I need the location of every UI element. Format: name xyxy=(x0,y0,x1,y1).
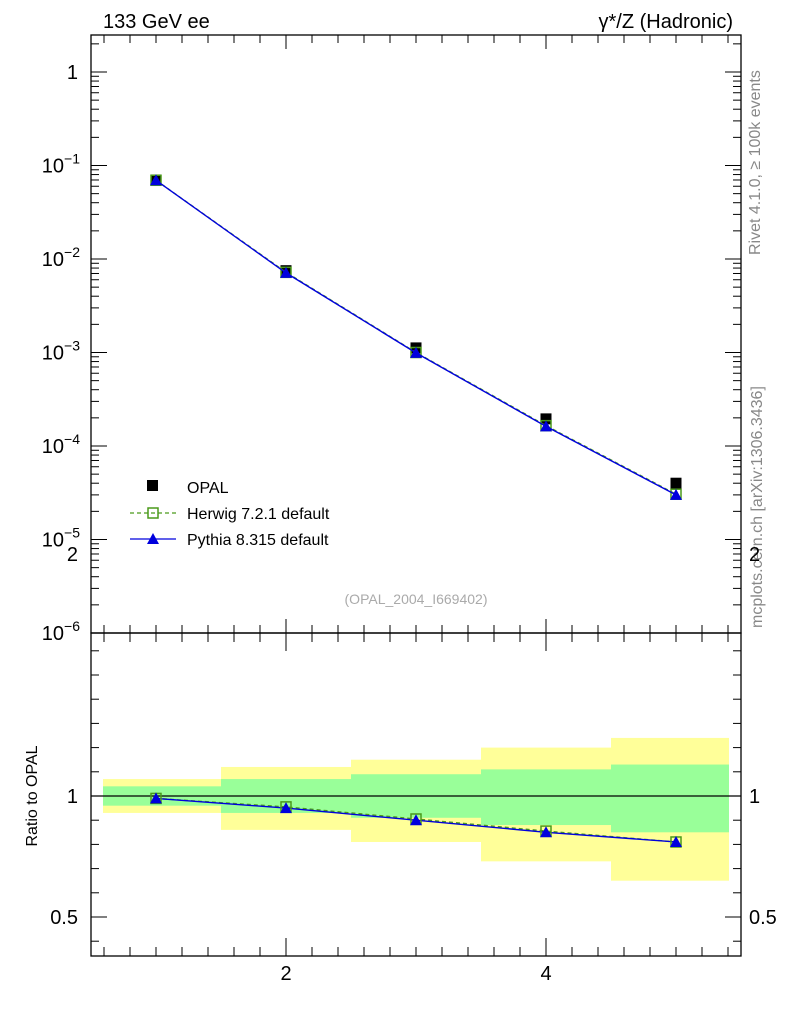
main-y-tick-label: 10−3 xyxy=(42,338,80,365)
legend-marker-opal xyxy=(147,480,158,491)
pythia-mc-point xyxy=(410,346,422,358)
legend: OPAL Herwig 7.2.1 default Pythia 8.315 d… xyxy=(130,480,330,549)
pythia-ratio-point xyxy=(410,814,422,826)
ratio-tick-labels: 0.5 0.5 1 1 2 2 2 4 xyxy=(50,544,777,985)
stat-uncertainty-band xyxy=(481,769,611,826)
pythia-ratio-point xyxy=(280,802,292,814)
pythia-mc-line xyxy=(155,179,677,496)
opal-data-point xyxy=(670,477,682,489)
ratio-y-tick-label-right: 1 xyxy=(749,786,760,808)
main-y-tick-labels: 1 10−1 10−2 10−3 10−4 10−5 10−6 xyxy=(42,62,80,645)
main-y-tick-label: 10−5 xyxy=(42,525,80,552)
main-axis-ticks xyxy=(91,35,741,634)
main-y-tick-label: 10−6 xyxy=(42,618,80,645)
mcplots-label: mcplots.cern.ch [arXiv:1306.3436] xyxy=(749,386,766,628)
x-tick-label: 2 xyxy=(280,963,291,985)
ratio-frame xyxy=(90,632,742,957)
ratio-y-tick-label-right: 0.5 xyxy=(749,907,777,929)
stat-uncertainty-band xyxy=(611,764,729,833)
opal-data-point xyxy=(540,413,552,425)
main-y-tick-label: 10−2 xyxy=(42,244,80,271)
pythia-mc-point xyxy=(540,420,552,432)
rivet-version-label: Rivet 4.1.0, ≥ 100k events xyxy=(747,70,764,255)
main-y-tick-label: 10−4 xyxy=(42,431,80,458)
legend-label-opal: OPAL xyxy=(187,480,229,497)
legend-label-herwig: Herwig 7.2.1 default xyxy=(187,506,330,523)
ratio-series xyxy=(150,792,682,848)
process-title: γ*/Z (Hadronic) xyxy=(599,11,733,33)
legend-marker-herwig xyxy=(147,507,159,519)
pythia-mc-point xyxy=(670,488,682,500)
ratio-y-tick-label-left: 0.5 xyxy=(50,907,78,929)
legend-label-pythia: Pythia 8.315 default xyxy=(187,532,329,549)
main-series xyxy=(150,174,682,500)
ratio-y-tick-label-left: 2 xyxy=(67,544,78,566)
x-tick-label: 4 xyxy=(540,963,551,985)
ratio-axis-ticks xyxy=(91,633,741,956)
pythia-mc-point xyxy=(280,266,292,278)
herwig-mc-line xyxy=(155,179,677,495)
legend-marker-pythia xyxy=(147,533,159,544)
analysis-watermark: (OPAL_2004_I669402) xyxy=(345,591,488,607)
main-y-tick-label: 10−1 xyxy=(42,151,80,178)
ratio-uncertainty-bands xyxy=(91,737,741,881)
ratio-y-tick-label-right: 2 xyxy=(749,544,760,566)
main-y-tick-label: 1 xyxy=(67,62,78,84)
pythia-ratio-point xyxy=(540,826,552,838)
energy-title: 133 GeV ee xyxy=(103,11,210,33)
ratio-y-axis-label: Ratio to OPAL xyxy=(24,745,41,846)
pythia-mc-point xyxy=(150,174,162,186)
pythia-ratio-point xyxy=(150,792,162,804)
ratio-y-tick-label-left: 1 xyxy=(67,786,78,808)
pythia-ratio-point xyxy=(670,835,682,847)
